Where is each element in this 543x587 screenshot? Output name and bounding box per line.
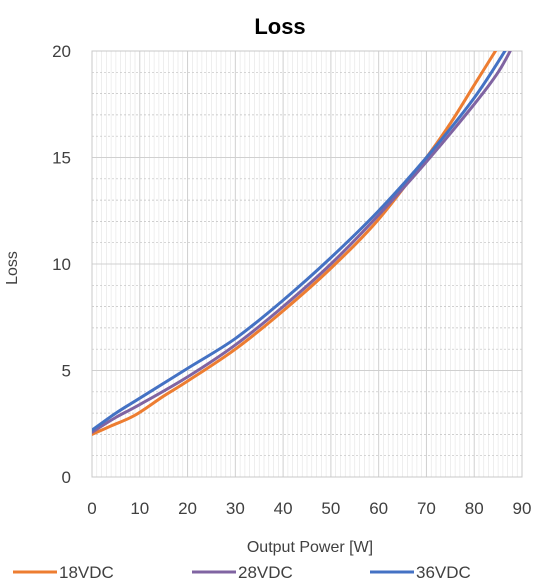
- x-tick-label: 50: [321, 499, 340, 518]
- chart-title: Loss: [254, 14, 305, 39]
- x-tick-label: 10: [130, 499, 149, 518]
- y-tick-label: 20: [52, 42, 71, 61]
- x-tick-label: 70: [417, 499, 436, 518]
- legend: 18VDC 28VDC 36VDC: [13, 563, 471, 582]
- series-line-28vdc: [92, 51, 512, 434]
- series-line-36vdc: [92, 51, 507, 432]
- y-tick-label: 10: [52, 255, 71, 274]
- y-tick-label: 15: [52, 149, 71, 168]
- x-axis-title: Output Power [W]: [247, 539, 373, 556]
- y-tick-label: 0: [62, 468, 71, 487]
- x-tick-label: 90: [513, 499, 532, 518]
- series-line-18vdc: [92, 51, 498, 436]
- x-tick-label: 60: [369, 499, 388, 518]
- axes: [91, 50, 523, 478]
- x-tick-label: 0: [87, 499, 96, 518]
- x-tick-label: 20: [178, 499, 197, 518]
- legend-label-36vdc: 36VDC: [416, 563, 471, 582]
- series: [92, 51, 512, 436]
- tick-labels: 0 10 20 30 40 50 60 70 80 90 0 5 10 15 20: [52, 42, 531, 518]
- y-tick-label: 5: [62, 362, 71, 381]
- x-tick-label: 80: [465, 499, 484, 518]
- grid: [91, 50, 523, 478]
- x-tick-label: 40: [274, 499, 293, 518]
- legend-label-18vdc: 18VDC: [59, 563, 114, 582]
- plot-area-border: [91, 50, 523, 478]
- x-tick-label: 30: [226, 499, 245, 518]
- y-axis-title: Loss: [4, 251, 21, 285]
- legend-label-28vdc: 28VDC: [238, 563, 293, 582]
